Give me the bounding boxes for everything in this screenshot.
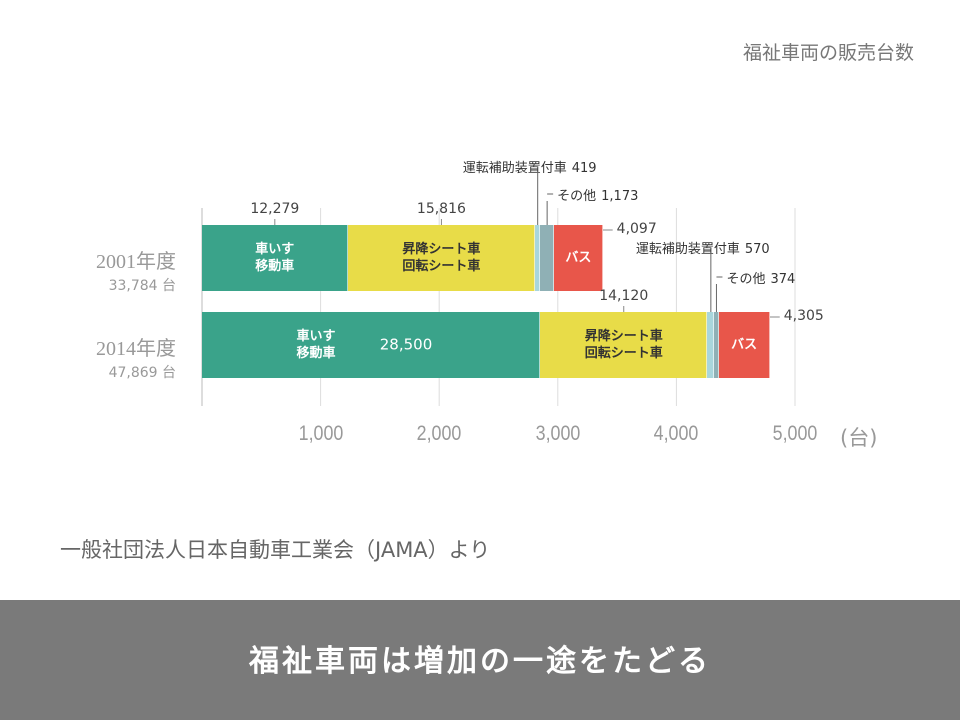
callout: その他 374 bbox=[726, 268, 795, 287]
segment-name: 車いす 移動車 bbox=[255, 242, 295, 274]
callout-name: 運転補助装置付車 bbox=[462, 161, 567, 176]
bar-segment bbox=[540, 225, 555, 291]
bar-segment bbox=[718, 312, 770, 378]
total-label: 47,869 台 bbox=[108, 365, 176, 381]
value-label: 4,305 bbox=[783, 308, 824, 324]
segment-name: 車いす 移動車 bbox=[296, 329, 336, 361]
category-label: 2001年度 bbox=[96, 251, 176, 273]
x-tick-label: 2,000 bbox=[416, 422, 462, 445]
segment-name: バス bbox=[731, 337, 758, 353]
segment-name: 昇降シート車 回転シート車 bbox=[584, 329, 663, 361]
headline: 福祉車両は増加の一途をたどる bbox=[0, 600, 960, 720]
segment-name: 昇降シート車 回転シート車 bbox=[402, 242, 481, 274]
category-label: 2014年度 bbox=[96, 338, 176, 360]
segment-name: バス bbox=[565, 250, 592, 266]
callout: 運転補助装置付車 419 bbox=[463, 157, 597, 176]
bar-segment bbox=[202, 225, 348, 291]
chart-title: 福祉車両の販売台数 bbox=[742, 42, 914, 64]
value-label: 4,097 bbox=[616, 221, 657, 237]
x-tick-label: 5,000 bbox=[772, 422, 818, 445]
x-unit: (台) bbox=[840, 426, 878, 450]
bar-segment bbox=[347, 225, 536, 291]
bar-segment bbox=[535, 225, 541, 291]
bar-segment bbox=[540, 312, 708, 378]
callout-name: 運転補助装置付車 bbox=[635, 242, 740, 257]
value-label: 12,279 bbox=[250, 201, 300, 217]
value-label: 15,816 bbox=[416, 201, 466, 217]
callout-name: その他 bbox=[557, 189, 597, 204]
bar-segment bbox=[707, 312, 715, 378]
bar-segment bbox=[202, 312, 540, 378]
bar-segment bbox=[714, 312, 719, 378]
chart-lines bbox=[201, 173, 796, 406]
x-tick-label: 1,000 bbox=[298, 422, 343, 445]
value-label: 28,500 bbox=[379, 335, 433, 354]
x-tick-label: 3,000 bbox=[535, 422, 581, 445]
x-tick-label: 4,000 bbox=[654, 422, 699, 445]
callout: 運転補助装置付車 570 bbox=[636, 238, 770, 257]
callout-value: 1,173 bbox=[601, 189, 639, 204]
callout-value: 570 bbox=[744, 242, 770, 257]
callout: その他 1,173 bbox=[557, 185, 638, 204]
total-label: 33,784 台 bbox=[108, 278, 176, 294]
callout-value: 419 bbox=[571, 161, 597, 176]
value-label: 14,120 bbox=[599, 288, 649, 304]
source: 一般社団法人日本自動車工業会（JAMA）より bbox=[60, 538, 491, 562]
callout-value: 374 bbox=[770, 272, 796, 287]
bar-segment bbox=[554, 225, 603, 291]
callout-name: その他 bbox=[726, 272, 766, 287]
